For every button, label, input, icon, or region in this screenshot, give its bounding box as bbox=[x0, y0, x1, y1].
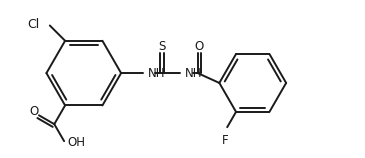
Text: OH: OH bbox=[67, 136, 85, 149]
Text: NH: NH bbox=[185, 67, 203, 80]
Text: F: F bbox=[222, 134, 228, 147]
Text: Cl: Cl bbox=[28, 18, 40, 31]
Text: O: O bbox=[30, 105, 39, 118]
Text: NH: NH bbox=[147, 67, 165, 80]
Text: O: O bbox=[195, 40, 204, 53]
Text: S: S bbox=[158, 40, 166, 53]
